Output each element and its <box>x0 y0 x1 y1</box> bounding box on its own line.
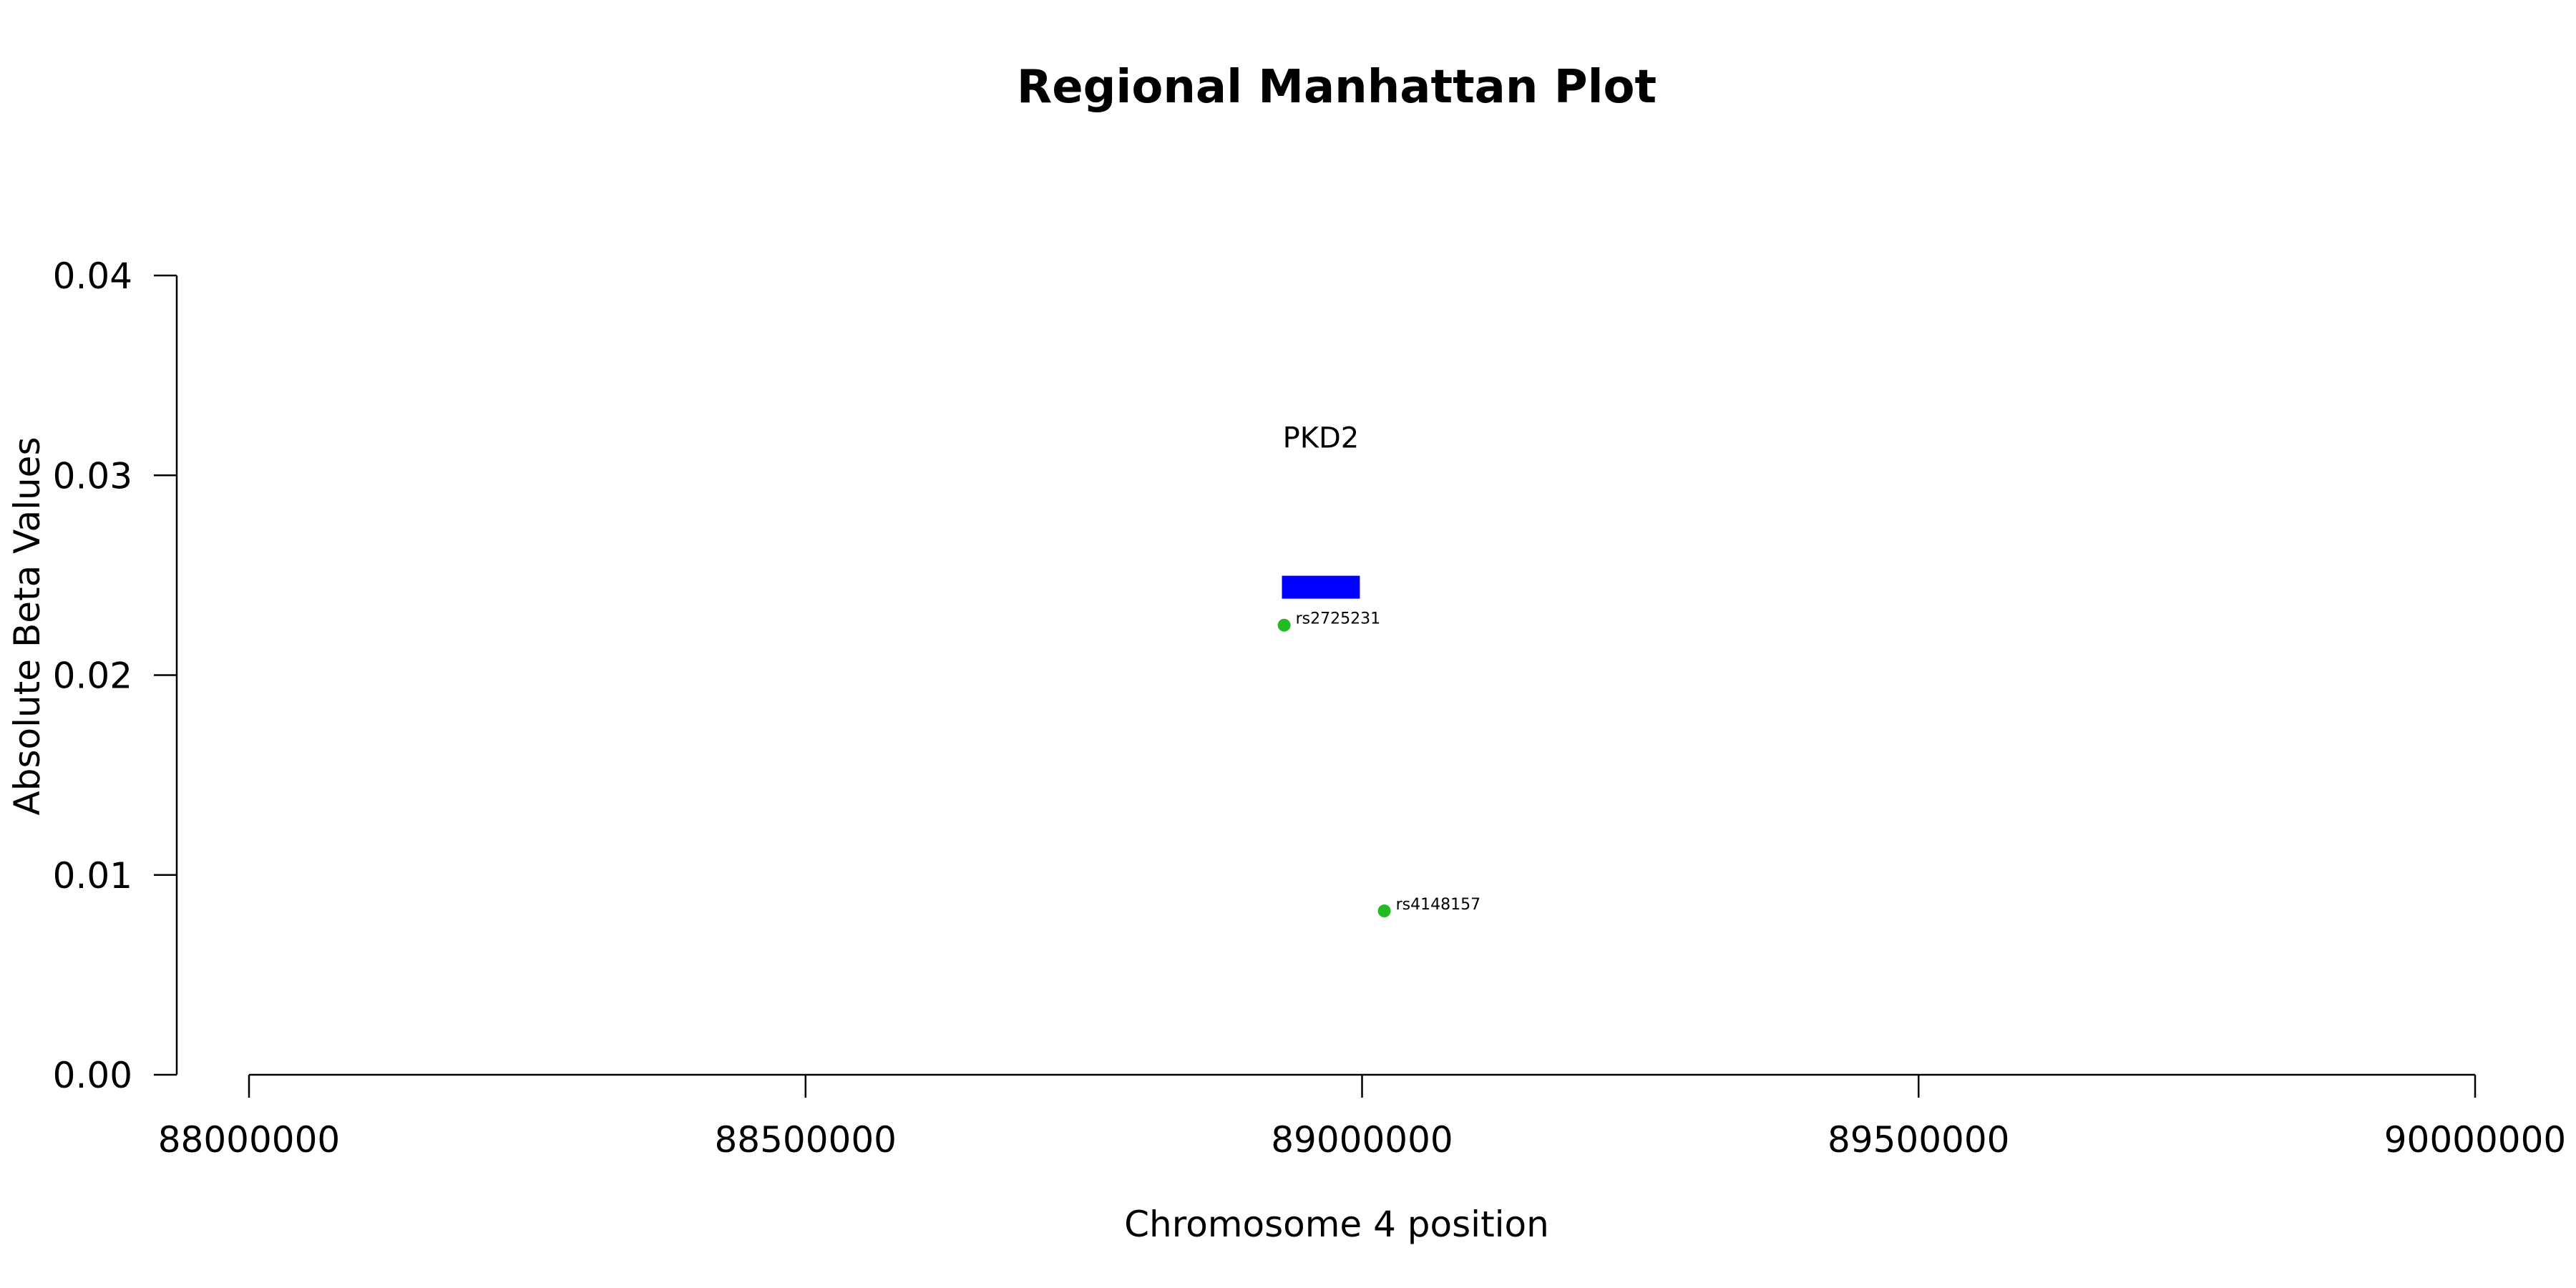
x-axis: 88000000 88500000 89000000 89500000 90000000 <box>158 1073 2567 1161</box>
y-axis: 0.00 0.01 0.02 0.03 0.04 <box>53 255 178 1096</box>
x-tick-label: 89500000 <box>1828 1119 2010 1161</box>
x-axis-label: Chromosome 4 position <box>1124 1204 1549 1245</box>
snp-label: rs2725231 <box>1296 610 1381 628</box>
gene-label: PKD2 <box>1283 422 1360 455</box>
x-tick-label: 90000000 <box>2384 1119 2567 1161</box>
x-tick-label: 88500000 <box>715 1119 897 1161</box>
chart-title: Regional Manhattan Plot <box>1017 61 1657 114</box>
snp-label: rs4148157 <box>1396 896 1480 914</box>
y-tick-label: 0.03 <box>53 455 132 497</box>
snp-point <box>1377 904 1391 918</box>
y-axis-label: Absolute Beta Values <box>6 437 48 816</box>
gene-bar <box>1282 575 1360 599</box>
snp-point <box>1277 618 1291 632</box>
y-tick-label: 0.04 <box>53 255 132 297</box>
y-tick-label: 0.01 <box>53 855 132 897</box>
y-tick-label: 0.02 <box>53 655 132 697</box>
snp-points: rs2725231 rs4148157 <box>1277 610 1480 918</box>
y-tick-label: 0.00 <box>53 1055 132 1096</box>
x-tick-label: 89000000 <box>1271 1119 1453 1161</box>
x-tick-label: 88000000 <box>158 1119 341 1161</box>
gene-track: PKD2 <box>1282 422 1360 599</box>
